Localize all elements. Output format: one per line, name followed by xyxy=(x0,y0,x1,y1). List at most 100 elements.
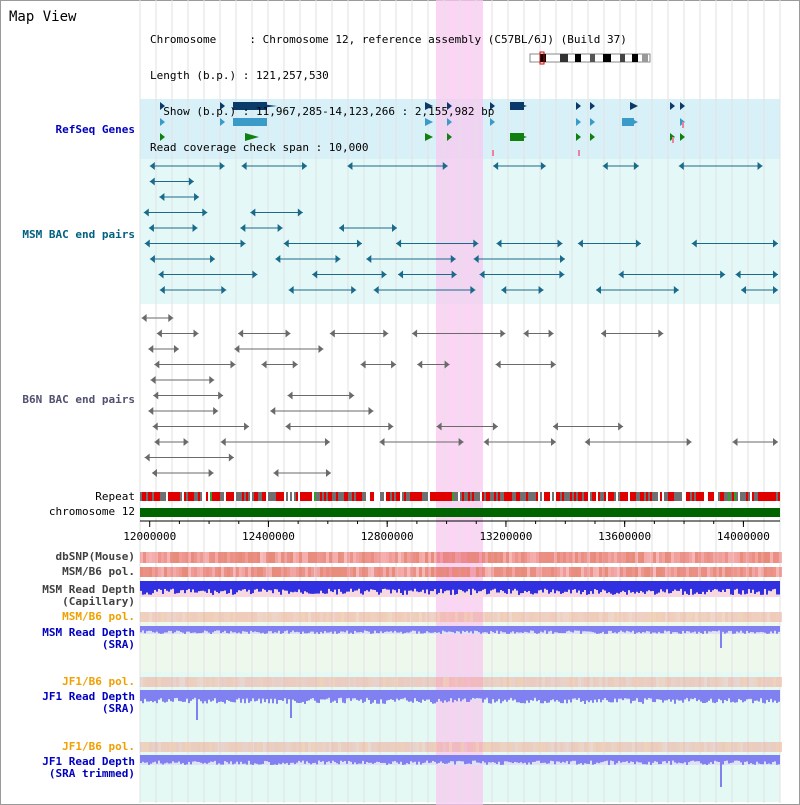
repeat-segment xyxy=(430,492,432,501)
track-label-refseq[interactable]: RefSeq Genes xyxy=(55,123,135,136)
depth-bar xyxy=(386,690,388,701)
bac-end-marker xyxy=(757,162,763,170)
repeat-segment xyxy=(770,492,772,501)
heat-cell xyxy=(650,552,653,563)
heat-cell xyxy=(203,677,206,687)
heat-cell xyxy=(707,567,710,577)
depth-bar xyxy=(754,581,756,594)
repeat-segment xyxy=(540,492,542,501)
heat-cell xyxy=(734,552,737,563)
heat-cell xyxy=(311,612,314,622)
depth-bar xyxy=(606,581,608,594)
bac-end-marker xyxy=(275,255,281,263)
heat-cell xyxy=(248,742,251,752)
depth-bar xyxy=(640,626,642,634)
depth-bar xyxy=(418,626,420,632)
depth-bar xyxy=(510,581,512,594)
track-label-jf1-depth-sra[interactable]: JF1 Read Depth (SRA) xyxy=(42,690,135,715)
track-label-msm-bac[interactable]: MSM BAC end pairs xyxy=(22,228,135,241)
depth-bar xyxy=(172,755,174,762)
repeat-segment xyxy=(620,492,622,501)
depth-bar xyxy=(496,690,498,702)
track-label-jf1-depth-trimmed[interactable]: JF1 Read Depth (SRA trimmed) xyxy=(42,755,135,780)
heat-cell xyxy=(758,677,761,687)
repeat-segment xyxy=(212,492,214,501)
repeat-segment xyxy=(498,492,500,501)
bac-end-marker xyxy=(691,239,697,248)
heat-cell xyxy=(539,677,542,687)
depth-bar xyxy=(732,755,734,763)
repeat-segment xyxy=(474,492,476,501)
depth-bar xyxy=(344,755,346,761)
assembly-info: Chromosome : Chromosome 12, reference as… xyxy=(150,10,627,166)
depth-bar xyxy=(496,626,498,631)
track-label-msm-b6-pol-2[interactable]: MSM/B6 pol. xyxy=(62,610,135,623)
depth-bar xyxy=(748,755,750,765)
depth-bar xyxy=(732,581,734,595)
heat-cell xyxy=(698,552,701,563)
depth-bar xyxy=(734,755,736,761)
depth-bar xyxy=(154,581,156,590)
depth-bar xyxy=(540,626,542,632)
repeat-segment xyxy=(324,492,326,501)
heat-cell xyxy=(716,742,719,752)
repeat-segment xyxy=(350,492,352,501)
depth-bar xyxy=(424,755,426,763)
heat-cell xyxy=(605,677,608,687)
depth-bar xyxy=(728,581,730,589)
depth-bar xyxy=(248,581,250,590)
heat-cell xyxy=(155,742,158,752)
gene-feature xyxy=(220,118,225,126)
depth-bar xyxy=(550,626,552,631)
depth-bar xyxy=(192,626,194,633)
heat-cell xyxy=(440,742,443,752)
heat-cell xyxy=(419,552,422,563)
track-label-jf1-b6-pol[interactable]: JF1/B6 pol. xyxy=(62,675,135,688)
depth-bar xyxy=(236,690,238,700)
heat-cell xyxy=(671,677,674,687)
repeat-segment xyxy=(282,492,284,501)
msm-depth-capillary xyxy=(140,581,780,595)
depth-bar xyxy=(568,755,570,765)
track-label-jf1-b6-pol-2[interactable]: JF1/B6 pol. xyxy=(62,740,135,753)
depth-bar xyxy=(350,581,352,589)
track-label-msm-b6-pol[interactable]: MSM/B6 pol. xyxy=(62,565,135,578)
heat-cell xyxy=(275,612,278,622)
heat-cell xyxy=(587,552,590,563)
depth-bar xyxy=(438,690,440,699)
msm-b6-pol-heat-strip xyxy=(140,567,782,577)
heat-cell xyxy=(452,742,455,752)
heat-cell xyxy=(542,612,545,622)
depth-bar xyxy=(600,690,602,703)
depth-bar xyxy=(662,690,664,703)
depth-bar xyxy=(758,626,760,633)
track-label-b6n-bac[interactable]: B6N BAC end pairs xyxy=(22,393,135,406)
heat-cell xyxy=(467,552,470,563)
heat-cell xyxy=(392,677,395,687)
bac-end-marker xyxy=(250,208,256,217)
depth-bar xyxy=(346,755,348,764)
depth-bar xyxy=(216,690,218,704)
heat-cell xyxy=(257,742,260,752)
heat-cell xyxy=(248,567,251,577)
track-label-dbsnp[interactable]: dbSNP(Mouse) xyxy=(55,550,135,563)
heat-cell xyxy=(347,552,350,563)
heat-cell xyxy=(710,552,713,563)
depth-bar xyxy=(334,755,336,763)
depth-bar xyxy=(180,581,182,591)
depth-bar xyxy=(392,755,394,762)
heat-cell xyxy=(647,612,650,622)
heat-cell xyxy=(494,567,497,577)
bac-end-marker xyxy=(156,329,162,338)
bac-end-marker xyxy=(144,453,150,462)
heat-cell xyxy=(470,742,473,752)
bac-end-marker xyxy=(283,239,289,248)
depth-bar xyxy=(488,690,490,704)
track-label-msm-depth-sra[interactable]: MSM Read Depth (SRA) xyxy=(42,626,135,651)
depth-bar xyxy=(556,626,558,633)
track-label-msm-depth-capillary[interactable]: MSM Read Depth (Capillary) xyxy=(42,583,135,608)
heat-cell xyxy=(278,567,281,577)
heat-cell xyxy=(173,567,176,577)
depth-bar xyxy=(550,690,552,701)
depth-bar xyxy=(258,626,260,633)
